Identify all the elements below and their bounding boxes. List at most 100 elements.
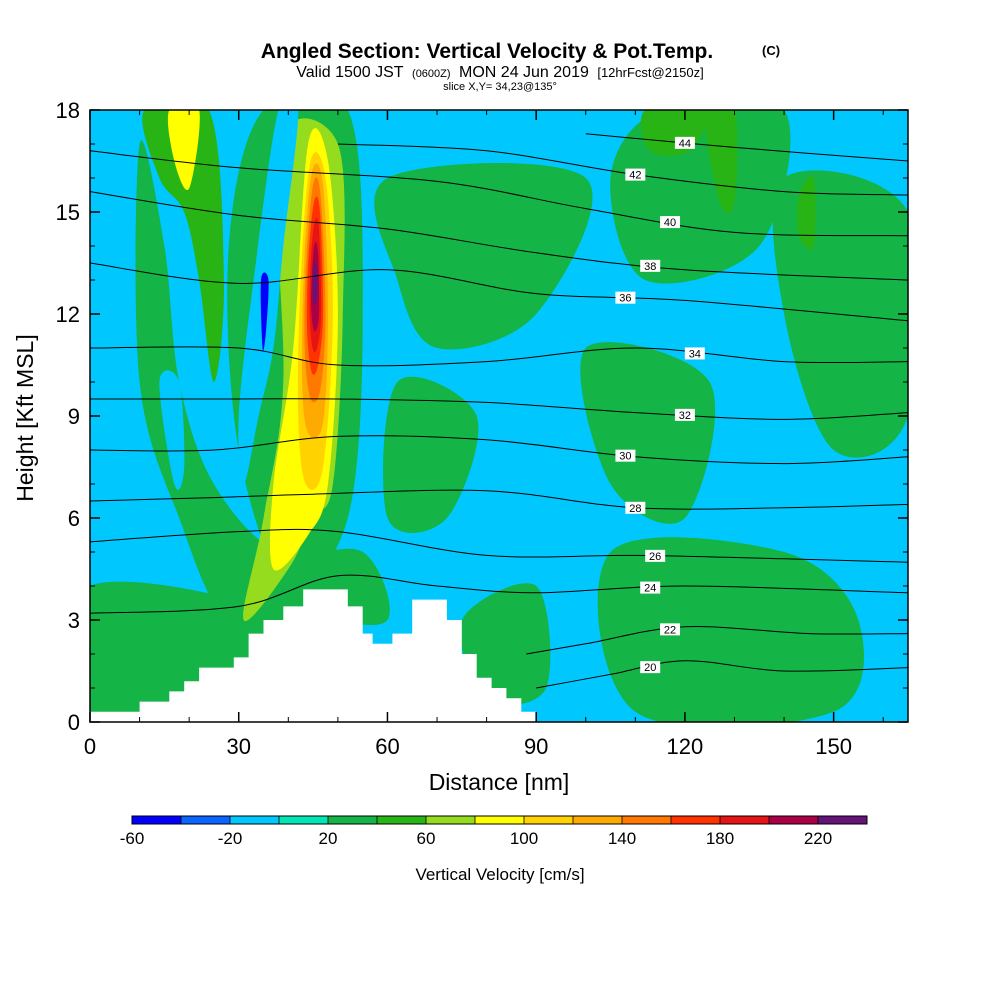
x-tick-label: 0	[84, 734, 96, 759]
colorbar-tick-label: -60	[120, 829, 145, 848]
colorbar-label: Vertical Velocity [cm/s]	[415, 865, 584, 884]
colorbar-swatch	[671, 816, 721, 824]
velocity-region	[580, 342, 716, 524]
colorbar-swatch	[328, 816, 378, 824]
colorbar: -60 -20 20 60 100 140 180 220	[120, 815, 868, 848]
isentrope-label-box	[640, 259, 661, 272]
y-tick-label: 18	[56, 98, 80, 123]
subtitle-zulu: (0600Z)	[412, 68, 451, 80]
isentrope-label: 38	[644, 261, 656, 273]
colorbar-tick-label: 220	[804, 829, 832, 848]
colorbar-swatch	[181, 816, 231, 824]
colorbar-swatch	[720, 816, 770, 824]
isentrope-label: 34	[689, 348, 701, 360]
isentrope-label: 36	[619, 293, 631, 305]
plot-area: 20 22 24 26 28 30 32 34 36 38 40 42 44	[89, 109, 909, 723]
isentrope-line	[90, 398, 908, 420]
isentrope-lines	[90, 133, 908, 689]
isentrope-line	[536, 660, 908, 689]
y-tick-label: 12	[56, 302, 80, 327]
isentrope-line	[90, 191, 908, 281]
x-tick-label: 120	[667, 734, 704, 759]
y-tick-label: 9	[68, 404, 80, 429]
colorbar-tick-label: 60	[417, 829, 436, 848]
isentrope-label-box	[615, 291, 636, 304]
subtitle-forecast: [12hrFcst@2150z]	[597, 65, 703, 80]
x-axis-label: Distance [nm]	[429, 769, 570, 795]
isentrope-line	[90, 489, 908, 510]
isentrope-labels: 20 22 24 26 28 30 32 34 36 38 40 42 44	[615, 136, 705, 674]
x-tick-label: 150	[815, 734, 852, 759]
velocity-region	[383, 376, 479, 533]
isentrope-label: 28	[629, 503, 641, 515]
isentrope-label-box	[615, 449, 636, 462]
colorbar-swatch	[475, 816, 525, 824]
terrain	[90, 589, 537, 722]
isentrope-line	[90, 435, 908, 465]
colorbar-tick-label: 100	[510, 829, 538, 848]
isentrope-label: 30	[619, 451, 631, 463]
subtitle-date: MON 24 Jun 2019	[459, 64, 589, 81]
copyright-mark: (C)	[762, 43, 780, 58]
colorbar-tick-label: 20	[319, 829, 338, 848]
isentrope-line	[90, 150, 908, 237]
velocity-region	[142, 110, 224, 382]
colorbar-swatch	[573, 816, 623, 824]
velocity-region	[312, 262, 318, 305]
colorbar-swatch	[132, 816, 182, 824]
isentrope-label: 40	[664, 217, 676, 229]
y-tick-label: 6	[68, 506, 80, 531]
slice-info: slice X,Y= 34,23@135°	[443, 81, 557, 93]
x-tick-label: 60	[375, 734, 399, 759]
colorbar-swatch	[818, 816, 868, 824]
isentrope-line	[90, 262, 908, 322]
y-axis-label: Height [Kft MSL]	[12, 334, 38, 501]
isentrope-label: 32	[679, 410, 691, 422]
subtitle-valid: Valid 1500 JST	[296, 64, 404, 81]
colorbar-tick-label: 140	[608, 829, 636, 848]
colorbar-swatch	[426, 816, 476, 824]
velocity-region	[797, 175, 816, 250]
isentrope-line	[90, 346, 908, 367]
velocity-region	[597, 537, 865, 722]
isentrope-label-box	[660, 623, 681, 636]
velocity-region	[159, 370, 185, 490]
x-tick-label: 30	[226, 734, 250, 759]
isentrope-label-box	[625, 501, 646, 514]
y-tick-label: 15	[56, 200, 80, 225]
isentrope-label-box	[645, 549, 666, 562]
x-tick-label: 90	[524, 734, 548, 759]
isentrope-label: 20	[644, 662, 656, 674]
colorbar-swatch	[769, 816, 819, 824]
y-tick-label: 0	[68, 710, 80, 735]
isentrope-label-box	[625, 168, 646, 181]
chart-title: Angled Section: Vertical Velocity & Pot.…	[261, 40, 713, 63]
velocity-region	[167, 110, 200, 191]
colorbar-swatch	[230, 816, 280, 824]
colorbar-tick-label: -20	[218, 829, 243, 848]
velocity-region	[374, 163, 593, 350]
colorbar-tick-label: 180	[706, 829, 734, 848]
isentrope-label-box	[674, 408, 695, 421]
velocity-region	[704, 110, 738, 214]
isentrope-label: 26	[649, 551, 661, 563]
isentrope-line	[90, 574, 908, 614]
x-axis: 0 30 60 90 120 150	[84, 110, 884, 759]
velocity-region	[135, 140, 390, 628]
isentrope-line	[90, 528, 908, 563]
colorbar-swatch	[279, 816, 329, 824]
isentrope-label-box	[674, 136, 695, 149]
isentrope-label-box	[684, 347, 705, 360]
chart-subtitle: Valid 1500 JST (0600Z) MON 24 Jun 2019 […	[296, 64, 704, 81]
y-axis: 0 36 9 12 15 18	[56, 98, 908, 735]
isentrope-line	[585, 133, 908, 162]
colorbar-swatch	[622, 816, 672, 824]
isentrope-label-box	[640, 581, 661, 594]
isentrope-label-box	[640, 661, 661, 674]
isentrope-label: 24	[644, 583, 656, 595]
isentrope-line	[526, 626, 908, 655]
isentrope-label: 44	[679, 138, 691, 150]
isentrope-label: 22	[664, 624, 676, 636]
velocity-region	[260, 272, 269, 351]
